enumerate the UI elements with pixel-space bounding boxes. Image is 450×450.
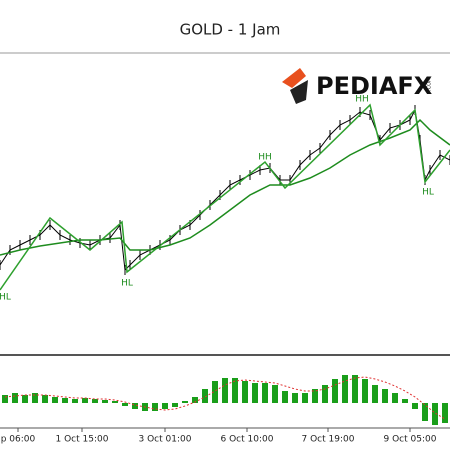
histogram-bar (262, 383, 268, 403)
swing-label: HL (0, 293, 11, 303)
histogram-bar (242, 381, 248, 403)
x-tick-label: 1 Oct 15:00 (56, 435, 109, 445)
histogram-bar (12, 393, 18, 403)
histogram-bar (122, 403, 128, 406)
histogram-bar (212, 381, 218, 403)
histogram-bar (402, 399, 408, 403)
histogram-bar (182, 401, 188, 403)
histogram-bar (82, 398, 88, 403)
moving-average (0, 118, 450, 256)
logo-icon (282, 68, 306, 88)
histogram-bar (202, 389, 208, 403)
histogram-bar (272, 385, 278, 403)
histogram-bar (382, 389, 388, 403)
histogram-bar (412, 403, 418, 409)
histogram-bar (2, 395, 8, 403)
logo-icon (290, 80, 308, 104)
signal-line (4, 376, 446, 420)
swing-label: HH (355, 95, 369, 105)
histogram-bar (72, 399, 78, 403)
swing-label: HL (422, 188, 434, 198)
swing-label: HH (258, 153, 272, 163)
histogram-bar (172, 403, 178, 407)
histogram-bar (392, 393, 398, 403)
histogram-bar (162, 403, 168, 409)
histogram-bar (112, 401, 118, 403)
histogram-bar (332, 379, 338, 403)
x-tick-label: p 06:00 (1, 435, 36, 445)
x-tick-label: 6 Oct 10:00 (221, 435, 274, 445)
plot-area: HL HL HH HH HL p 06:00 1 Oct 15:00 3 Oct 01:00 6… (0, 95, 450, 445)
histogram-bar (312, 389, 318, 403)
histogram-bar (432, 403, 438, 425)
swing-label: HL (121, 279, 133, 289)
histogram-bar (302, 393, 308, 403)
histogram-bar (372, 385, 378, 403)
x-tick-label: 9 Oct 05:00 (384, 435, 437, 445)
histogram-bar (322, 385, 328, 403)
histogram-bar (152, 403, 158, 411)
histogram-bar (102, 400, 108, 403)
histogram-bar (342, 375, 348, 403)
histogram-bar (22, 395, 28, 403)
x-tick-label: 7 Oct 19:00 (302, 435, 355, 445)
histogram-bar (282, 391, 288, 403)
histogram-bar (352, 375, 358, 403)
histogram-bar (422, 403, 428, 421)
logo-suffix: .COM (427, 78, 433, 91)
histogram-bar (52, 397, 58, 403)
chart-title: GOLD - 1 Jam (180, 21, 281, 39)
histogram-bar (32, 393, 38, 403)
histogram-bar (92, 399, 98, 403)
histogram-bar (442, 403, 448, 423)
histogram-bar (362, 379, 368, 403)
histogram-bar (252, 383, 258, 403)
histogram-bar (222, 378, 228, 403)
histogram-bar (192, 397, 198, 403)
histogram-bar (232, 378, 238, 403)
histogram-bar (42, 395, 48, 403)
x-tick-label: 3 Oct 01:00 (139, 435, 192, 445)
histogram-bar (62, 398, 68, 403)
logo: PEDIAFX .COM (282, 68, 433, 104)
histogram-bar (132, 403, 138, 409)
zigzag (0, 103, 450, 291)
logo-text: PEDIAFX (316, 72, 433, 100)
histogram-bar (292, 393, 298, 403)
